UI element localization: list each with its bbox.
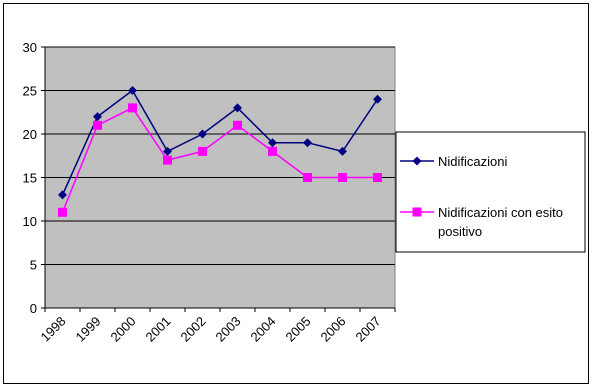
series-2-point: [233, 120, 242, 130]
x-tick-label: 2003: [213, 314, 244, 345]
series-2-point: [268, 146, 277, 156]
y-tick-label: 10: [23, 214, 37, 229]
y-tick-label: 30: [23, 40, 37, 55]
series-1-point: [198, 129, 207, 139]
y-tick-label: 15: [23, 171, 37, 186]
series-1-point: [373, 94, 382, 104]
x-tick-label: 2002: [178, 314, 209, 345]
x-tick-label: 1998: [38, 314, 69, 345]
y-tick-label: 5: [30, 258, 37, 273]
series-1-point: [58, 190, 67, 200]
x-tick-label: 2006: [318, 314, 349, 345]
series-1-point: [303, 138, 312, 148]
series-1-point: [338, 146, 347, 156]
series-line-2: [61, 106, 378, 213]
legend-marker-1: [412, 156, 422, 166]
series-2-point: [198, 146, 207, 156]
series-2-point: [93, 120, 102, 130]
series-2-point: [163, 155, 172, 165]
legend-label-2: Nidificazioni con esito positivo: [438, 205, 563, 239]
series-1-point: [233, 103, 242, 113]
x-tick-label: 2007: [353, 314, 384, 345]
series-1-point: [163, 146, 172, 156]
x-tick-label: 2001: [143, 314, 174, 345]
x-tick-label: 2000: [108, 314, 139, 345]
legend-marker-2: [412, 207, 422, 217]
y-tick-label: 0: [30, 301, 37, 316]
series-1-point: [268, 138, 277, 148]
y-tick-label: 25: [23, 84, 37, 99]
series-1-point: [93, 112, 102, 122]
series-2-point: [58, 207, 67, 217]
x-tick-label: 2005: [283, 314, 314, 345]
series-2-point: [128, 103, 137, 113]
x-tick-label: 2004: [248, 314, 279, 345]
series-2-point: [303, 173, 312, 182]
series-1-point: [128, 86, 137, 95]
legend-label-1: Nidificazioni: [438, 154, 507, 169]
series-2-point: [373, 173, 382, 182]
series-2-point: [338, 173, 347, 182]
legend-box: [395, 131, 586, 253]
series-line-1: [61, 89, 379, 196]
y-tick-label: 20: [23, 127, 37, 142]
x-tick-label: 1999: [73, 314, 104, 345]
